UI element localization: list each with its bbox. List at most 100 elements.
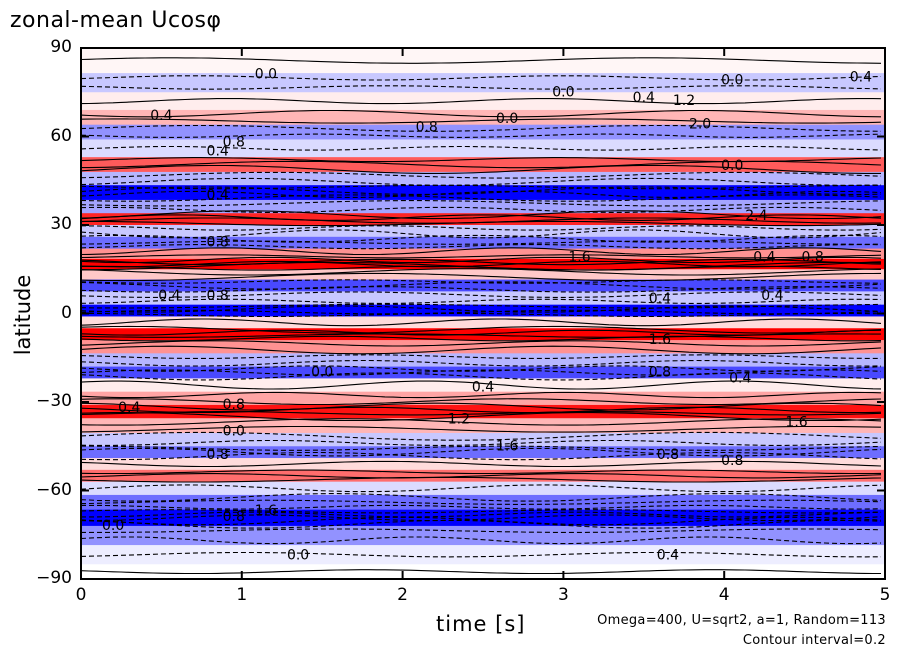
contour-label: 1.2 bbox=[448, 412, 470, 428]
contour-label: 0.0 bbox=[552, 84, 574, 100]
contour-line bbox=[81, 305, 882, 313]
contour-line bbox=[81, 476, 882, 483]
contour-label: 2.0 bbox=[689, 117, 711, 133]
contour-line bbox=[81, 98, 882, 105]
contour-label: 0.0 bbox=[721, 72, 743, 88]
contour-line bbox=[81, 75, 882, 81]
contour-label: 0.4 bbox=[633, 90, 655, 106]
contour-line bbox=[81, 258, 882, 266]
y-tick-label: 60 bbox=[50, 125, 72, 146]
contour-line bbox=[81, 247, 882, 256]
contour-label: 1.6 bbox=[255, 503, 277, 519]
latitude-band bbox=[81, 481, 885, 496]
latitude-band bbox=[81, 139, 885, 158]
contour-label: 0.4 bbox=[657, 547, 679, 563]
contour-line bbox=[81, 214, 882, 221]
contour-line bbox=[81, 234, 882, 243]
contour-line bbox=[81, 431, 882, 441]
contour-label: 0.4 bbox=[118, 400, 140, 416]
contour-line bbox=[81, 281, 882, 290]
contour-label: 0.4 bbox=[649, 291, 671, 307]
contour-label: 0.4 bbox=[207, 143, 229, 159]
contour-line bbox=[81, 186, 882, 195]
contour-label: 1.6 bbox=[568, 249, 590, 265]
latitude-band bbox=[81, 171, 885, 186]
contour-line bbox=[81, 291, 882, 298]
contour-line bbox=[81, 425, 882, 433]
latitude-band bbox=[81, 225, 885, 238]
contour-line bbox=[81, 519, 882, 529]
contour-line bbox=[81, 57, 882, 64]
latitude-band bbox=[81, 545, 885, 565]
contour-line bbox=[81, 318, 882, 327]
contour-line bbox=[81, 511, 882, 518]
contour-line bbox=[81, 439, 882, 446]
contour-line bbox=[81, 369, 882, 376]
x-tick-label: 0 bbox=[75, 585, 87, 605]
contour-line bbox=[81, 335, 882, 342]
contour-line bbox=[81, 177, 882, 186]
contour-label: 0.8 bbox=[416, 120, 438, 136]
contour-label: 0.0 bbox=[311, 365, 333, 381]
contour-label: 0.0 bbox=[255, 67, 277, 83]
contour-line bbox=[81, 447, 882, 457]
y-tick-label: 0 bbox=[61, 302, 72, 323]
contour-line bbox=[81, 220, 882, 227]
contour-line bbox=[81, 206, 882, 213]
latitude-band bbox=[81, 291, 885, 306]
contour-label: 0.0 bbox=[496, 111, 518, 127]
contour-label: 1.2 bbox=[673, 93, 695, 109]
contour-line bbox=[81, 254, 882, 259]
contour-line bbox=[81, 164, 881, 174]
contour-line bbox=[81, 240, 881, 245]
contour-line bbox=[81, 469, 882, 475]
contour-line bbox=[81, 499, 882, 505]
y-tick-label: −30 bbox=[36, 391, 72, 411]
latitude-band bbox=[81, 236, 885, 250]
contour-label: 0.4 bbox=[729, 370, 751, 386]
contour-label: 0.0 bbox=[721, 158, 743, 174]
contour-line bbox=[81, 473, 882, 479]
contour-line bbox=[81, 184, 881, 190]
y-tick-label: −90 bbox=[36, 568, 72, 588]
contour-line bbox=[81, 398, 882, 406]
x-tick-label: 2 bbox=[397, 585, 408, 605]
contour-line bbox=[81, 504, 882, 510]
x-tick-label: 4 bbox=[718, 585, 730, 605]
contour-line bbox=[81, 229, 882, 239]
contour-line bbox=[81, 345, 882, 355]
contour-label: 0.8 bbox=[223, 397, 245, 413]
y-tick-label: −60 bbox=[36, 479, 72, 500]
contour-line bbox=[81, 493, 882, 502]
contour-line bbox=[81, 303, 882, 309]
contour-line bbox=[81, 225, 882, 231]
contour-label: 0.4 bbox=[472, 379, 494, 395]
contour-line bbox=[81, 312, 882, 318]
contour-label: 0.8 bbox=[649, 365, 671, 381]
contour-label: 1.6 bbox=[496, 438, 518, 454]
contour-label: 0.8 bbox=[207, 447, 229, 463]
contour-line bbox=[81, 359, 882, 367]
contour-label: 0.0 bbox=[287, 547, 309, 563]
contour-line bbox=[81, 551, 881, 558]
contour-label: 0.8 bbox=[802, 249, 824, 265]
contour-line bbox=[81, 200, 882, 207]
x-tick-label: 5 bbox=[879, 585, 891, 605]
contour-line bbox=[81, 365, 882, 372]
contour-line bbox=[81, 325, 882, 334]
contour-label: 0.8 bbox=[657, 447, 679, 463]
contour-line bbox=[81, 190, 882, 198]
contour-line bbox=[81, 509, 882, 514]
chart-title: zonal-mean Ucosφ bbox=[10, 8, 222, 33]
latitude-band bbox=[81, 366, 885, 379]
contour-line bbox=[81, 569, 881, 575]
contour-label: 0.8 bbox=[223, 509, 245, 525]
contour-line bbox=[81, 194, 882, 202]
x-tick-label: 3 bbox=[557, 585, 569, 605]
contour-line bbox=[81, 418, 882, 426]
contour-interval-note: Contour interval=0.2 bbox=[742, 633, 886, 648]
contour-label: 0.4 bbox=[850, 70, 872, 86]
contour-label: 0.4 bbox=[158, 288, 180, 304]
y-tick-label: 30 bbox=[50, 214, 72, 234]
contour-line bbox=[81, 133, 882, 138]
